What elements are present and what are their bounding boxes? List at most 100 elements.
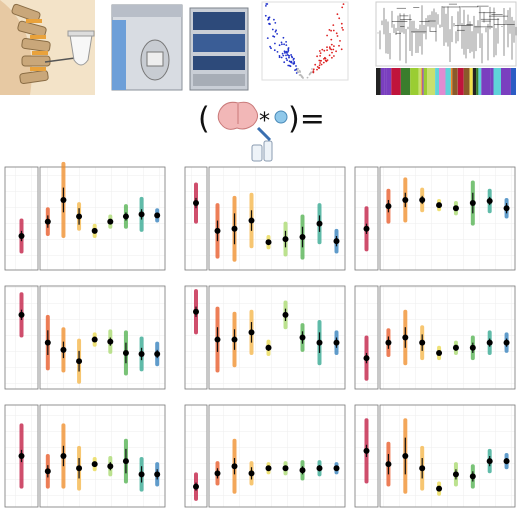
volcano-dot	[316, 68, 318, 71]
volcano-dot	[342, 29, 344, 31]
mass-spectrometer	[111, 4, 183, 91]
equation: ( * )=	[198, 102, 325, 162]
mean-dot	[231, 463, 238, 470]
panels	[4, 161, 516, 508]
panel	[184, 404, 346, 508]
volcano-dot	[320, 59, 322, 62]
volcano-dot	[265, 5, 267, 7]
panel	[354, 285, 516, 390]
volcano-dot	[311, 68, 313, 70]
volcano-dot	[278, 44, 281, 47]
module-color	[421, 68, 423, 95]
mean-dot	[503, 339, 510, 346]
module-color	[386, 68, 392, 95]
mean-dot	[436, 485, 443, 492]
dendrogram-branches	[377, 3, 517, 64]
volcano-dot	[316, 55, 318, 58]
volcano-dot	[322, 61, 325, 64]
volcano-dot	[293, 57, 295, 60]
volcano-dot	[332, 24, 335, 26]
plot-box	[208, 285, 346, 390]
mean-dot	[248, 470, 255, 477]
volcano-dot	[285, 57, 288, 60]
reference-box	[4, 166, 39, 271]
mean-dot	[193, 200, 199, 207]
mean-dot	[333, 339, 340, 346]
mean-dot	[452, 205, 459, 212]
volcano-dot	[318, 59, 321, 62]
mean-dot	[385, 203, 392, 210]
volcano-dot	[330, 43, 333, 46]
volcano-dot	[271, 28, 274, 31]
volcano-dot	[295, 72, 298, 74]
mean-dot	[60, 346, 67, 353]
mean-dot	[248, 329, 255, 336]
volcano-dot	[290, 55, 293, 58]
panel	[4, 404, 166, 508]
mean-dot	[60, 196, 67, 203]
volcano-dot	[282, 36, 285, 39]
volcano-dot	[286, 54, 289, 56]
mean-dot	[18, 233, 25, 240]
module-color-bar	[376, 68, 516, 95]
volcano-dot	[336, 13, 339, 16]
mean-dot	[486, 197, 493, 204]
plot-box	[39, 166, 166, 271]
module-color	[418, 68, 422, 95]
volcano-dot	[266, 37, 269, 39]
volcano-dot	[269, 45, 271, 48]
volcano-plot	[261, 1, 349, 81]
mean-dot	[316, 220, 323, 227]
dendrogram	[375, 1, 517, 67]
volcano-dot	[324, 56, 326, 59]
volcano-dot	[276, 33, 278, 35]
mean-dot	[282, 311, 289, 318]
plot-box	[208, 404, 346, 508]
module-color	[450, 68, 453, 95]
volcano-dot	[283, 50, 286, 53]
volcano-dot	[326, 34, 328, 37]
mean-dot	[385, 461, 392, 468]
module-color	[423, 68, 428, 95]
volcano-dot	[283, 43, 285, 46]
module-color	[427, 68, 436, 95]
equation-close: )=	[288, 102, 325, 137]
volcano-dot	[273, 49, 276, 52]
volcano-dot	[310, 71, 312, 74]
volcano-dot	[295, 68, 297, 71]
volcano-dot	[329, 47, 331, 50]
mean-dot	[385, 339, 392, 346]
module-color	[472, 68, 477, 95]
volcano-dot	[341, 26, 343, 29]
module-color	[476, 68, 479, 95]
volcano-dot	[301, 76, 304, 78]
volcano-dot	[331, 51, 333, 54]
mean-dot	[214, 470, 221, 477]
volcano-dot	[332, 29, 335, 32]
mean-dot	[265, 465, 272, 472]
volcano-dot	[299, 70, 301, 73]
module-color	[478, 68, 482, 95]
mean-dot	[231, 225, 238, 232]
volcano-dot	[319, 55, 321, 57]
volcano-dot	[338, 17, 341, 20]
mean-dot	[231, 336, 238, 343]
mean-dot	[363, 447, 370, 454]
volcano-dot	[314, 63, 317, 66]
sample-tube	[67, 30, 95, 66]
volcano-dot	[328, 54, 331, 57]
volcano-dot	[340, 22, 343, 25]
volcano-dot	[319, 52, 322, 54]
mean-dot	[469, 344, 476, 351]
volcano-dot	[287, 49, 290, 52]
mean-dot	[122, 458, 129, 465]
mean-dot	[299, 334, 306, 341]
volcano-dot	[265, 3, 268, 5]
volcano-dot	[283, 61, 286, 64]
volcano-dot	[290, 61, 293, 64]
mean-dot	[469, 200, 476, 207]
mean-dot	[18, 453, 25, 459]
volcano-dot	[283, 52, 286, 54]
